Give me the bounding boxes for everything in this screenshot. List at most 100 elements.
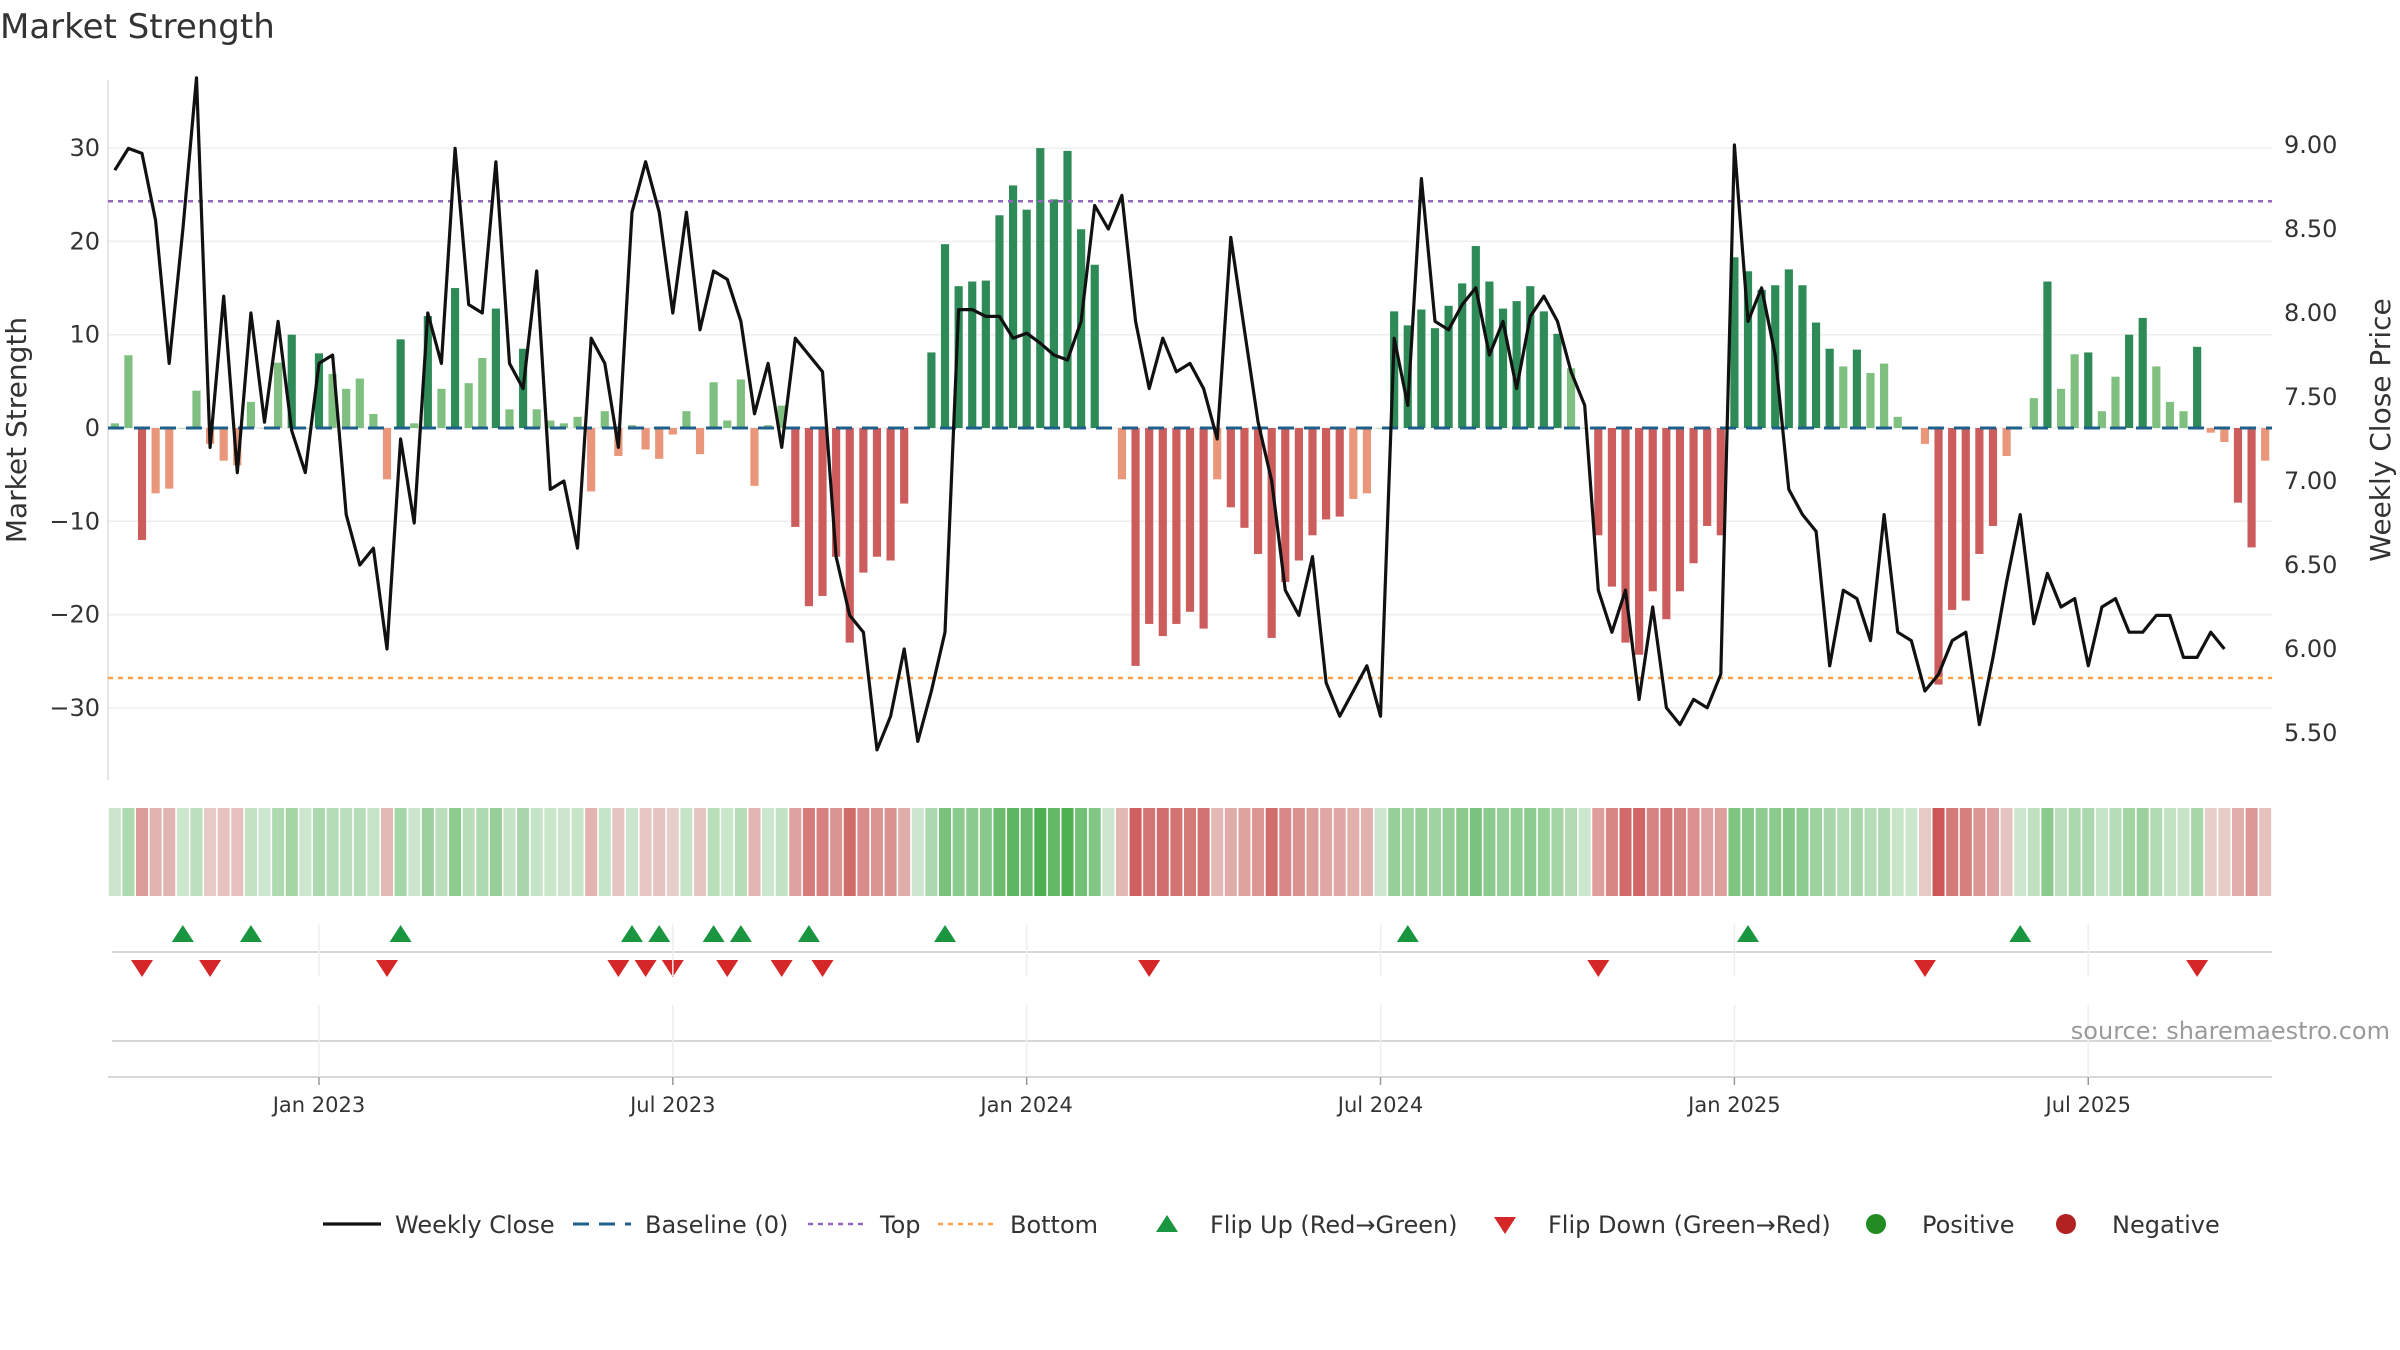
strength-bar <box>2097 411 2106 428</box>
heat-cell <box>149 808 162 896</box>
left-axis-label: Market Strength <box>0 317 33 543</box>
empty-panel <box>108 1040 2272 1078</box>
strength-bar <box>546 420 555 428</box>
heat-cell <box>1891 808 1904 896</box>
heat-cell <box>1020 808 1033 896</box>
heat-cell <box>2000 808 2013 896</box>
strength-bar <box>1036 148 1045 428</box>
legend-item: Negative <box>2056 1211 2220 1239</box>
heat-cell <box>1428 808 1441 896</box>
heat-cell <box>925 808 938 896</box>
strength-bar <box>1267 428 1276 638</box>
heat-cell <box>694 808 707 896</box>
heat-cell <box>707 808 720 896</box>
strength-bar <box>2043 281 2052 428</box>
strength-bar <box>1077 229 1086 428</box>
strength-bar <box>2179 411 2188 428</box>
heat-cell <box>476 808 489 896</box>
strength-bar <box>314 353 324 428</box>
heat-cell <box>1551 808 1564 896</box>
flip-down-marker <box>811 960 834 977</box>
strength-bar <box>1185 428 1195 612</box>
flip-down-marker <box>607 960 630 977</box>
heat-cell <box>190 808 203 896</box>
left-tick-label: −10 <box>49 507 100 535</box>
legend-swatch-flip-down <box>1494 1217 1516 1234</box>
legend-label: Bottom <box>1010 1211 1098 1239</box>
heat-cell <box>503 808 516 896</box>
heat-cell <box>1224 808 1237 896</box>
right-axis-label: Weekly Close Price <box>2364 298 2397 561</box>
strength-bar <box>682 411 691 428</box>
right-tick-label: 8.50 <box>2284 215 2337 243</box>
heat-cell <box>2027 808 2040 896</box>
heat-cell <box>1360 808 1373 896</box>
heat-cell <box>1483 808 1496 896</box>
strength-bar <box>1621 428 1630 643</box>
heat-cell <box>2259 808 2272 896</box>
strength-bar <box>1430 328 1440 428</box>
heat-cell <box>381 808 394 896</box>
heat-cell <box>1905 808 1918 896</box>
heat-cell <box>408 808 421 896</box>
right-tick-label: 7.50 <box>2284 383 2337 411</box>
heat-cell <box>1252 808 1265 896</box>
strength-bar <box>1253 428 1263 554</box>
strength-bar <box>2220 428 2229 442</box>
heat-cell <box>1673 808 1686 896</box>
flip-up-marker <box>239 925 262 942</box>
strength-bar <box>1580 428 1589 429</box>
legend-label: Baseline (0) <box>645 1211 788 1239</box>
heat-cell <box>2082 808 2095 896</box>
strength-bar <box>2138 317 2147 428</box>
heat-cell <box>1918 808 1931 896</box>
heat-cell <box>1183 808 1197 896</box>
strength-bar <box>695 428 705 455</box>
heat-cell <box>1265 808 1278 896</box>
right-axis: 9.00 8.50 8.00 7.50 7.00 6.50 6.00 5.50 <box>2284 131 2337 747</box>
legend-item: Top <box>808 1211 921 1239</box>
strength-bar <box>1417 309 1426 428</box>
heat-cell <box>2191 808 2204 896</box>
strength-bar <box>1635 428 1644 655</box>
heat-cell <box>639 808 652 896</box>
date-axis: Jan 2023 Jul 2023 Jan 2024 Jul 2024 Jan 2025… <box>271 924 2131 1117</box>
strength-bar <box>2056 388 2066 428</box>
heat-cell <box>1864 808 1877 896</box>
heat-cell <box>2014 808 2027 896</box>
heat-cell <box>1660 808 1673 896</box>
strength-bar <box>1049 199 1058 428</box>
heat-cell <box>789 808 802 896</box>
strength-bar <box>995 215 1004 428</box>
strength-bar <box>505 409 514 428</box>
strength-bar <box>1689 428 1698 564</box>
left-axis: 30 20 10 0 −10 −20 −30 <box>49 134 100 722</box>
legend-item: Weekly Close <box>323 1211 555 1239</box>
strength-bar <box>791 428 800 527</box>
heat-cell <box>571 808 584 896</box>
strength-bar <box>1145 428 1154 624</box>
strength-bar <box>723 420 732 428</box>
strength-bar <box>1117 428 1127 480</box>
heat-cell <box>1932 808 1945 896</box>
strength-bar <box>845 428 854 643</box>
heat-cell <box>1374 808 1387 896</box>
right-tick-label: 7.00 <box>2284 467 2337 495</box>
heat-cell <box>1320 808 1333 896</box>
heat-cell <box>1388 808 1401 896</box>
heat-cell <box>1292 808 1305 896</box>
heat-cell <box>966 808 979 896</box>
flip-up-marker <box>1396 925 1419 942</box>
strength-bar <box>1498 308 1508 428</box>
strength-bar <box>2070 354 2079 428</box>
heat-cell <box>2041 808 2054 896</box>
legend-label: Top <box>879 1211 921 1239</box>
heat-cell <box>762 808 775 896</box>
heat-cell <box>176 808 189 896</box>
strength-bar <box>287 334 296 428</box>
heat-cell <box>1850 808 1863 896</box>
strength-bar <box>981 280 990 428</box>
strength-bar <box>587 428 596 492</box>
flip-down-marker <box>770 960 793 977</box>
strength-bar <box>1743 271 1753 428</box>
